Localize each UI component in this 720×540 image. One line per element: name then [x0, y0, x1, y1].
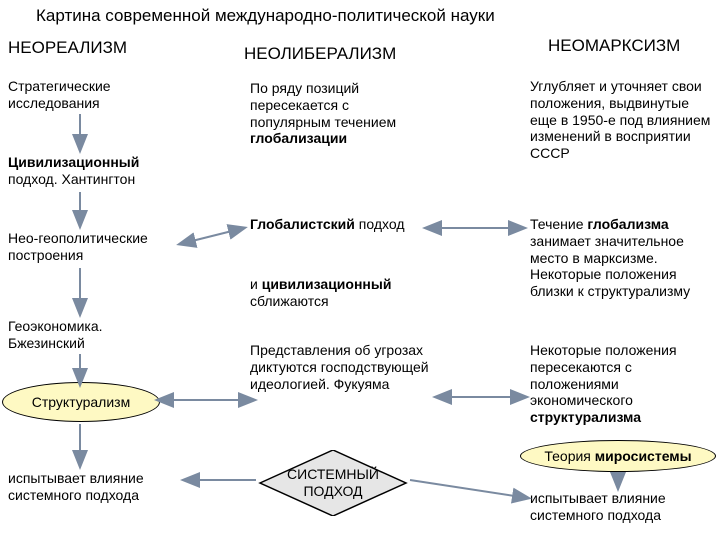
left-neogeo: Нео-геополитические построения: [8, 230, 188, 264]
right-row2-b: глобализма: [587, 216, 668, 232]
left-strategic: Стратегические исследования: [8, 78, 178, 112]
systemic-text: СИСТЕМНЫЙПОДХОД: [287, 466, 379, 499]
center-row2-a: Глобалистский: [250, 216, 355, 232]
center-row2-b: подход: [359, 216, 405, 232]
left-geoeco: Геоэкономика. Бжезинский: [8, 318, 178, 352]
right-row2-a: Течение: [530, 216, 587, 232]
center-row2-e: сближаются: [250, 293, 329, 309]
center-row1-b: глобализации: [250, 130, 347, 146]
left-civilizational: Цивилизационный подход. Хантингтон: [8, 154, 188, 188]
right-world-b: миросистемы: [595, 448, 692, 464]
right-worldsystem-ellipse: Теория миросистемы: [520, 440, 716, 472]
center-row1-a: По ряду позиций пересекается с популярны…: [250, 80, 396, 130]
center-row2-c: и: [250, 276, 262, 292]
center-row2-bottom: и цивилизационный сближаются: [250, 276, 430, 310]
col-right-header: НЕОМАРКСИЗМ: [548, 36, 680, 56]
right-system-influence: испытывает влияние системного подхода: [530, 490, 716, 524]
center-row3: Представления об угрозах диктуются госпо…: [250, 342, 440, 392]
right-row3-b: структурализма: [530, 409, 641, 425]
col-center-header: НЕОЛИБЕРАЛИЗМ: [244, 44, 396, 64]
right-row2: Течение глобализма занимает значительное…: [530, 216, 716, 300]
left-structuralism-ellipse: Структурализм: [2, 382, 160, 422]
center-systemic-rhombus: СИСТЕМНЫЙПОДХОД: [248, 450, 418, 516]
right-row2-c: занимает значительное место в марксизме.…: [530, 233, 690, 299]
right-row3-a: Некоторые положения пересекаются с полож…: [530, 342, 677, 408]
right-row1: Углубляет и уточняет свои положения, выд…: [530, 78, 714, 162]
center-row2-d: цивилизационный: [262, 276, 392, 292]
right-row3: Некоторые положения пересекаются с полож…: [530, 342, 714, 426]
page-title: Картина современной международно-политич…: [36, 6, 495, 26]
center-row2-top: Глобалистский подход: [250, 216, 430, 233]
left-civ-rest: подход. Хантингтон: [8, 171, 135, 187]
center-systemic-label: СИСТЕМНЫЙПОДХОД: [287, 466, 379, 500]
col-left-header: НЕОРЕАЛИЗМ: [8, 38, 127, 58]
right-world-a: Теория: [544, 448, 591, 464]
left-system-influence: испытывает влияние системного подхода: [8, 470, 188, 504]
left-civ-bold: Цивилизационный: [8, 154, 139, 170]
left-struct-label: Структурализм: [32, 394, 130, 410]
center-row1: По ряду позиций пересекается с популярны…: [250, 80, 430, 147]
